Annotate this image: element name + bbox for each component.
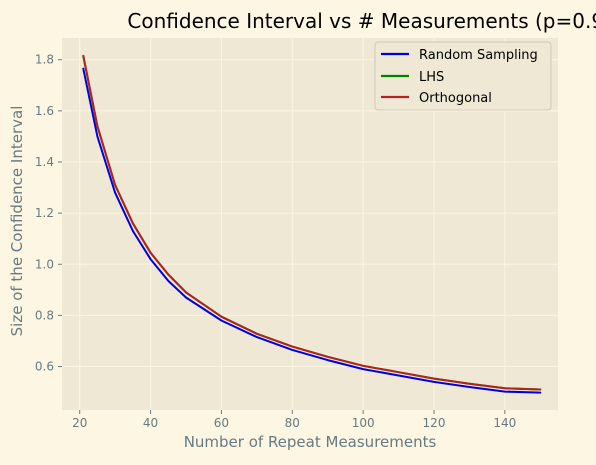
legend-box xyxy=(374,41,552,111)
y-axis-label: Size of the Confidence Interval xyxy=(8,106,26,337)
x-tick-label: 100 xyxy=(352,416,375,430)
axis-ticks: 20 40 60 80 100 120 140 0.6 0.8 1.0 1.2 1.4 1.6 1.8 xyxy=(35,53,516,430)
y-tick-label: 1.0 xyxy=(35,257,54,271)
series-line-orthogonal xyxy=(82,54,542,391)
series-line-random-sampling xyxy=(82,67,542,394)
y-tick-label: 1.2 xyxy=(35,206,54,220)
series-lines xyxy=(82,54,542,394)
legend-label-random-sampling: Random Sampling xyxy=(419,48,538,63)
legend-label-lhs: LHS xyxy=(419,70,444,85)
x-tick-label: 20 xyxy=(72,416,87,430)
y-tick-label: 0.6 xyxy=(35,360,54,374)
x-tick-label: 140 xyxy=(493,416,516,430)
x-tick-label: 120 xyxy=(423,416,446,430)
x-tick-label: 40 xyxy=(143,416,158,430)
y-tick-label: 1.6 xyxy=(35,104,54,118)
chart-title: Confidence Interval vs # Measurements (p… xyxy=(127,9,596,33)
x-axis-label: Number of Repeat Measurements xyxy=(184,433,437,451)
x-tick-label: 80 xyxy=(285,416,300,430)
legend-label-orthogonal: Orthogonal xyxy=(419,91,492,106)
x-tick-label: 60 xyxy=(214,416,229,430)
legend: Random Sampling LHS Orthogonal xyxy=(374,41,552,111)
y-tick-label: 0.8 xyxy=(35,308,54,322)
y-tick-label: 1.4 xyxy=(35,155,54,169)
y-tick-label: 1.8 xyxy=(35,53,54,67)
